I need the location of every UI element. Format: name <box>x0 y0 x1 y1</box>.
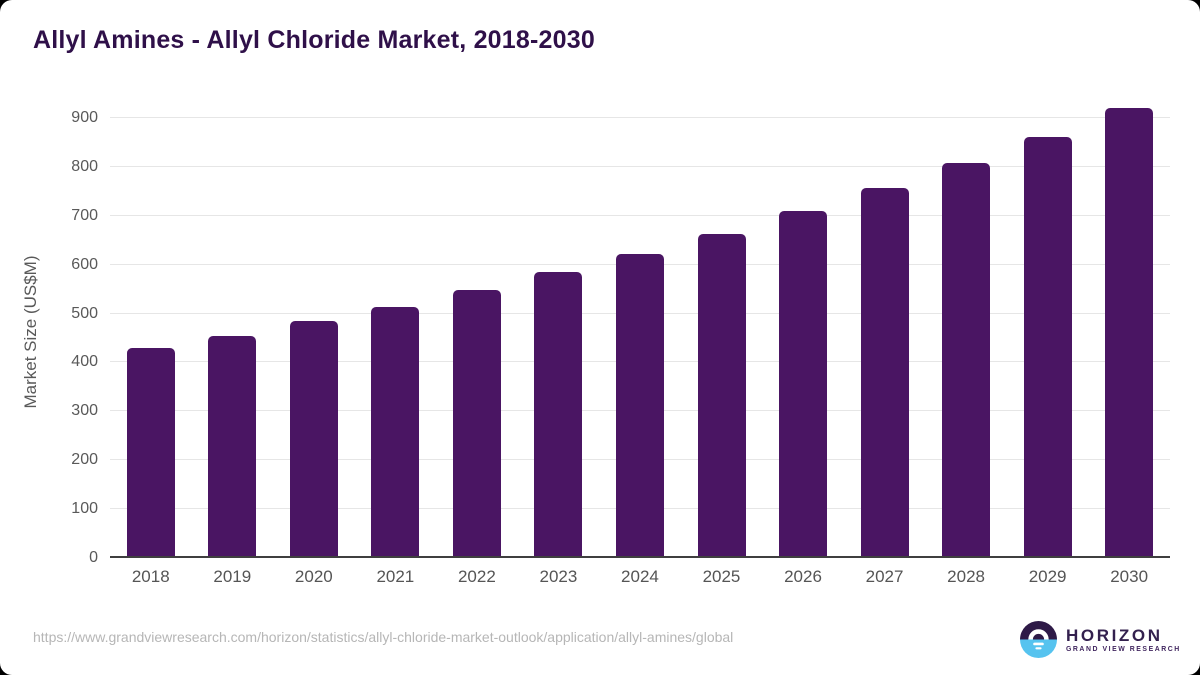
horizon-logo: HORIZON GRAND VIEW RESEARCH <box>1020 621 1181 658</box>
y-tick-label-800: 800 <box>71 157 98 175</box>
y-tick-label-500: 500 <box>71 304 98 322</box>
x-axis-line <box>110 556 1170 558</box>
source-url: https://www.grandviewresearch.com/horizo… <box>33 629 734 645</box>
x-tick-label-2028: 2028 <box>947 567 985 586</box>
bar-2025 <box>697 233 746 556</box>
bar-2026 <box>779 211 828 556</box>
x-tick-label-2019: 2019 <box>213 567 252 586</box>
y-tick-label-100: 100 <box>71 500 98 518</box>
plot-area <box>110 105 1170 558</box>
bar-2019 <box>208 335 257 556</box>
bar-2027 <box>860 188 909 556</box>
x-tick-label-2024: 2024 <box>621 567 659 586</box>
y-tick-label-0: 0 <box>89 549 98 566</box>
y-tick-label-400: 400 <box>71 353 98 371</box>
gridline-800 <box>110 165 1170 167</box>
bar-2018 <box>126 348 175 556</box>
logo-text: HORIZON GRAND VIEW RESEARCH <box>1066 627 1181 653</box>
bar-2028 <box>942 163 991 556</box>
bar-2022 <box>452 290 501 556</box>
logo-subtitle: GRAND VIEW RESEARCH <box>1066 645 1181 653</box>
x-tick-label-2027: 2027 <box>865 567 904 586</box>
x-tick-label-2018: 2018 <box>131 567 170 586</box>
x-tick-label-2022: 2022 <box>457 567 496 586</box>
y-tick-label-300: 300 <box>71 402 98 420</box>
bar-2023 <box>534 272 583 556</box>
x-tick-label-2023: 2023 <box>539 567 578 586</box>
bar-2020 <box>289 321 338 556</box>
x-tick-label-2026: 2026 <box>784 567 822 586</box>
y-tick-label-700: 700 <box>71 206 98 224</box>
bar-2030 <box>1105 107 1154 556</box>
gridline-700 <box>110 214 1170 216</box>
x-tick-label-2020: 2020 <box>294 567 333 586</box>
logo-name: HORIZON <box>1066 625 1163 645</box>
x-tick-label-2029: 2029 <box>1028 567 1067 586</box>
horizon-sunrise-icon <box>1020 621 1057 658</box>
bar-2021 <box>371 306 420 556</box>
y-tick-label-900: 900 <box>71 109 98 126</box>
bar-2029 <box>1023 136 1072 556</box>
y-tick-label-600: 600 <box>71 255 98 273</box>
gridline-900 <box>110 117 1170 118</box>
x-tick-label-2021: 2021 <box>376 567 415 586</box>
x-tick-label-2025: 2025 <box>702 567 741 586</box>
y-tick-label-200: 200 <box>71 451 98 469</box>
x-tick-label-2030: 2030 <box>1110 567 1149 586</box>
y-tick-labels: 0 100 200 300 400 500 600 700 800 900 <box>0 105 98 566</box>
bar-2024 <box>616 253 664 556</box>
chart-title: Allyl Amines - Allyl Chloride Market, 20… <box>33 26 595 54</box>
x-tick-labels: 2018 2019 2020 2021 2022 2023 2024 2025 2026 2027… <box>110 567 1170 591</box>
